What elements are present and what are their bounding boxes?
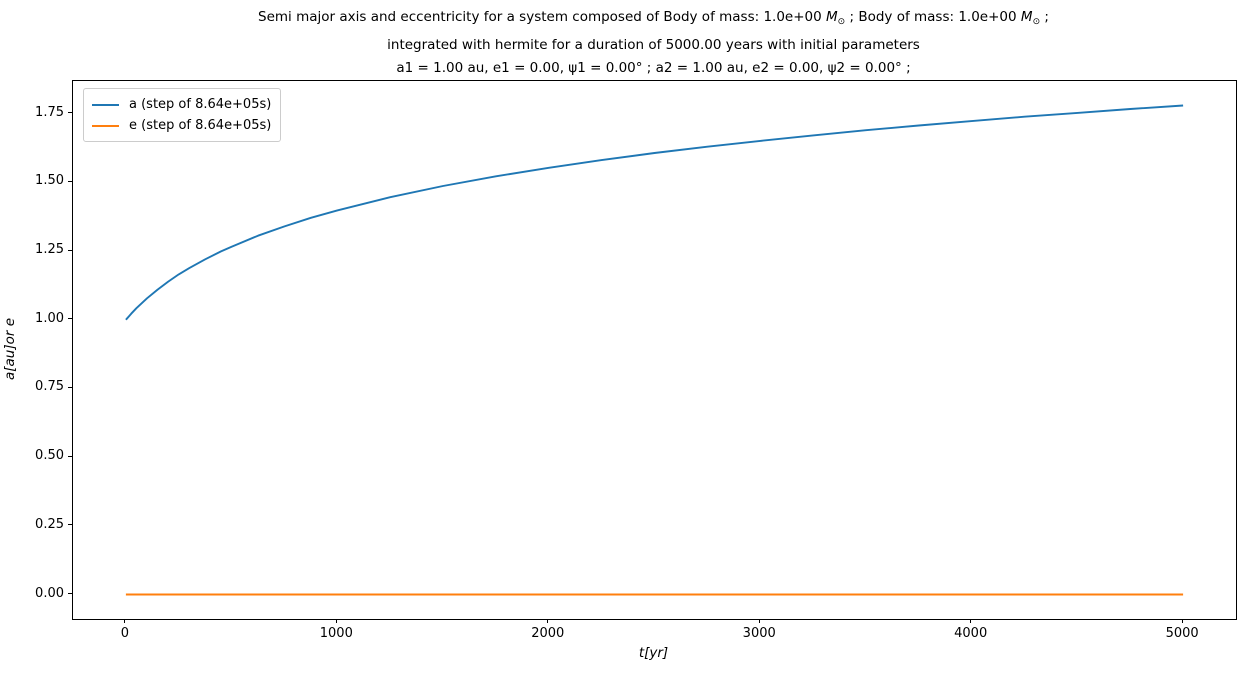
title-text: ; xyxy=(1040,9,1049,25)
y-tick-mark xyxy=(68,524,72,526)
y-tick-label: 1.25 xyxy=(35,242,64,258)
x-tick-label: 3000 xyxy=(742,626,776,641)
x-tick-mark xyxy=(547,619,549,623)
legend: a (step of 8.64e+05s) e (step of 8.64e+0… xyxy=(83,88,282,142)
chart-title: Semi major axis and eccentricity for a s… xyxy=(72,6,1235,80)
y-axis-label-text: a[au]or e xyxy=(2,317,18,381)
y-tick-label: 1.75 xyxy=(35,104,64,120)
y-tick-mark xyxy=(68,112,72,114)
series-line-0 xyxy=(125,104,1184,321)
x-tick-label: 0 xyxy=(120,626,129,641)
legend-item-e: e (step of 8.64e+05s) xyxy=(92,115,271,136)
x-tick-mark xyxy=(124,619,126,623)
legend-line-swatch-e xyxy=(92,124,119,127)
sun-symbol: ⊙ xyxy=(1032,17,1041,27)
x-tick-label: 4000 xyxy=(954,626,988,641)
y-tick-label: 0.25 xyxy=(35,516,64,532)
chart-title-line-1: Semi major axis and eccentricity for a s… xyxy=(72,6,1235,34)
x-tick-label: 5000 xyxy=(1165,626,1199,641)
x-tick-mark xyxy=(335,619,337,623)
y-tick-label: 0.00 xyxy=(35,585,64,601)
legend-item-a: a (step of 8.64e+05s) xyxy=(92,94,271,115)
y-tick-mark xyxy=(68,593,72,595)
title-text: ; Body of mass: 1.0e+00 xyxy=(845,9,1021,25)
plot-area: a (step of 8.64e+05s) e (step of 8.64e+0… xyxy=(72,80,1237,620)
y-tick-mark xyxy=(68,455,72,457)
data-lines xyxy=(125,104,1184,596)
mass-symbol: M xyxy=(1020,9,1033,25)
y-tick-mark xyxy=(68,249,72,251)
legend-label-a: a (step of 8.64e+05s) xyxy=(129,97,272,112)
y-tick-label: 0.75 xyxy=(35,379,64,395)
sun-symbol: ⊙ xyxy=(837,17,846,27)
x-tick-mark xyxy=(758,619,760,623)
y-tick-label: 1.50 xyxy=(35,173,64,189)
y-tick-mark xyxy=(68,386,72,388)
x-axis-label: t[yr] xyxy=(638,645,669,661)
y-tick-mark xyxy=(68,180,72,182)
x-tick-mark xyxy=(970,619,972,623)
chart-title-line-2: integrated with hermite for a duration o… xyxy=(387,37,920,53)
mass-symbol: M xyxy=(826,9,838,25)
x-tick-label: 2000 xyxy=(531,626,565,641)
chart-title-line-3: a1 = 1.00 au, e1 = 0.00, ψ1 = 0.00° ; a2… xyxy=(396,60,911,76)
title-text: Semi major axis and eccentricity for a s… xyxy=(258,9,826,25)
legend-line-swatch-a xyxy=(92,103,119,106)
y-tick-label: 0.50 xyxy=(35,448,64,464)
x-tick-mark xyxy=(1181,619,1183,623)
y-tick-label: 1.00 xyxy=(35,310,64,326)
legend-label-e: e (step of 8.64e+05s) xyxy=(129,118,272,133)
y-tick-mark xyxy=(68,318,72,320)
x-tick-label: 1000 xyxy=(319,626,353,641)
